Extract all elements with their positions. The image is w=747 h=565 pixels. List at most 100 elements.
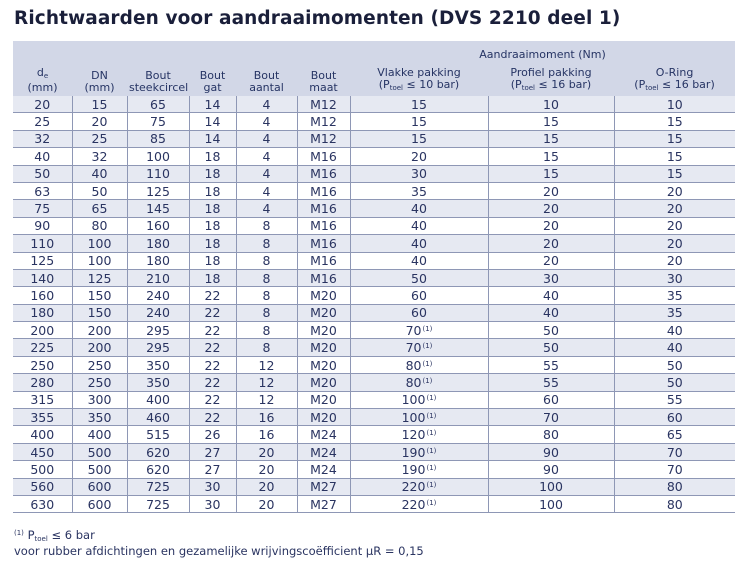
cell-vlakke: 40 xyxy=(349,199,488,218)
cell-profiel: 70 xyxy=(487,408,614,427)
cell-vlakke: 100(1) xyxy=(349,408,488,427)
cell-aantal: 8 xyxy=(235,252,297,270)
cell-profiel: 20 xyxy=(487,199,614,218)
cell-dn: 500 xyxy=(71,443,127,462)
cell-steekcircel: 180 xyxy=(126,252,189,270)
cell-maat: M20 xyxy=(296,356,350,375)
cell-maat: M16 xyxy=(296,165,350,183)
cell-dn: 200 xyxy=(71,321,127,340)
table-row: 32 25 85 14 4 M12 15 15 15 xyxy=(13,130,736,149)
cell-profiel: 40 xyxy=(487,304,614,323)
cell-dn: 250 xyxy=(71,373,127,392)
cell-vlakke: 15 xyxy=(349,96,488,114)
col-header-dn: DN (mm) xyxy=(72,63,127,96)
cell-aantal: 16 xyxy=(235,408,297,427)
cell-aantal: 8 xyxy=(235,304,297,323)
cell-steekcircel: 240 xyxy=(126,286,189,305)
cell-maat: M20 xyxy=(296,338,350,357)
cell-steekcircel: 85 xyxy=(126,130,189,149)
cell-gat: 22 xyxy=(188,373,236,392)
header-row: de (mm) DN (mm) Bout steekcircel Bout gat Bo… xyxy=(13,63,736,96)
cell-vlakke: 50 xyxy=(349,269,488,288)
cell-aantal: 4 xyxy=(235,165,297,183)
cell-dn: 300 xyxy=(71,391,127,410)
cell-profiel: 80 xyxy=(487,425,614,444)
cell-aantal: 4 xyxy=(235,112,297,131)
cell-gat: 18 xyxy=(188,234,236,253)
cell-oring: 65 xyxy=(613,425,736,444)
cell-oring: 40 xyxy=(613,338,736,357)
cell-de: 32 xyxy=(13,130,72,149)
table-row: 25 20 75 14 4 M12 15 15 15 xyxy=(13,112,736,131)
cell-steekcircel: 100 xyxy=(126,147,189,166)
cell-steekcircel: 460 xyxy=(126,408,189,427)
cell-maat: M16 xyxy=(296,199,350,218)
cell-aantal: 20 xyxy=(235,460,297,479)
cell-maat: M24 xyxy=(296,425,350,444)
cell-profiel: 10 xyxy=(487,96,614,114)
cell-aantal: 4 xyxy=(235,182,297,201)
table-row: 225 200 295 22 8 M20 70(1) 50 40 xyxy=(13,338,736,357)
cell-profiel: 15 xyxy=(487,147,614,166)
cell-steekcircel: 145 xyxy=(126,199,189,218)
cell-profiel: 100 xyxy=(487,495,614,514)
cell-profiel: 20 xyxy=(487,234,614,253)
table-body: 20 15 65 14 4 M12 15 10 10 25 20 75 14 4 M12 15 15 15 32 25… xyxy=(13,96,736,514)
footnote-marker: (1) xyxy=(426,463,437,472)
cell-steekcircel: 125 xyxy=(126,182,189,201)
table-row: 63 50 125 18 4 M16 35 20 20 xyxy=(13,182,736,201)
col-header-de: de (mm) xyxy=(13,63,72,96)
cell-steekcircel: 350 xyxy=(126,373,189,392)
cell-vlakke: 20 xyxy=(349,147,488,166)
cell-de: 40 xyxy=(13,147,72,166)
cell-dn: 15 xyxy=(71,96,127,114)
cell-oring: 20 xyxy=(613,182,736,201)
cell-profiel: 30 xyxy=(487,269,614,288)
cell-maat: M27 xyxy=(296,478,350,496)
cell-profiel: 15 xyxy=(487,130,614,149)
cell-oring: 15 xyxy=(613,130,736,149)
cell-profiel: 90 xyxy=(487,460,614,479)
footnote-marker: (1) xyxy=(422,376,433,385)
cell-maat: M16 xyxy=(296,182,350,201)
footnote-marker: (1) xyxy=(426,446,437,455)
cell-dn: 100 xyxy=(71,234,127,253)
cell-oring: 15 xyxy=(613,112,736,131)
cell-vlakke: 15 xyxy=(349,130,488,149)
cell-dn: 250 xyxy=(71,356,127,375)
cell-profiel: 50 xyxy=(487,321,614,340)
cell-de: 280 xyxy=(13,373,72,392)
cell-steekcircel: 160 xyxy=(126,217,189,236)
cell-dn: 80 xyxy=(71,217,127,236)
cell-vlakke: 80(1) xyxy=(349,373,488,392)
cell-profiel: 20 xyxy=(487,217,614,236)
cell-aantal: 20 xyxy=(235,478,297,496)
cell-de: 315 xyxy=(13,391,72,410)
cell-profiel: 15 xyxy=(487,112,614,131)
cell-gat: 26 xyxy=(188,425,236,444)
cell-vlakke: 220(1) xyxy=(349,495,488,514)
torque-table: Aandraaimoment (Nm) de (mm) DN (mm) Bout st… xyxy=(13,41,736,514)
group-header-torque: Aandraaimoment (Nm) xyxy=(350,41,736,63)
cell-oring: 20 xyxy=(613,234,736,253)
cell-steekcircel: 725 xyxy=(126,478,189,496)
cell-vlakke: 40 xyxy=(349,252,488,270)
cell-vlakke: 35 xyxy=(349,182,488,201)
cell-gat: 14 xyxy=(188,96,236,114)
cell-gat: 22 xyxy=(188,321,236,340)
table-row: 630 600 725 30 20 M27 220(1) 100 80 xyxy=(13,495,736,514)
cell-profiel: 100 xyxy=(487,478,614,496)
cell-oring: 50 xyxy=(613,356,736,375)
cell-de: 140 xyxy=(13,269,72,288)
table-row: 50 40 110 18 4 M16 30 15 15 xyxy=(13,165,736,183)
table-row: 75 65 145 18 4 M16 40 20 20 xyxy=(13,199,736,218)
table-row: 125 100 180 18 8 M16 40 20 20 xyxy=(13,252,736,270)
table-row: 280 250 350 22 12 M20 80(1) 55 50 xyxy=(13,373,736,392)
footnote-marker: (1) xyxy=(426,498,437,507)
cell-oring: 15 xyxy=(613,165,736,183)
cell-maat: M27 xyxy=(296,495,350,514)
col-header-steekcircel: Bout steekcircel xyxy=(127,63,189,96)
cell-steekcircel: 515 xyxy=(126,425,189,444)
footnote-marker: (1) xyxy=(426,394,437,403)
cell-aantal: 20 xyxy=(235,495,297,514)
